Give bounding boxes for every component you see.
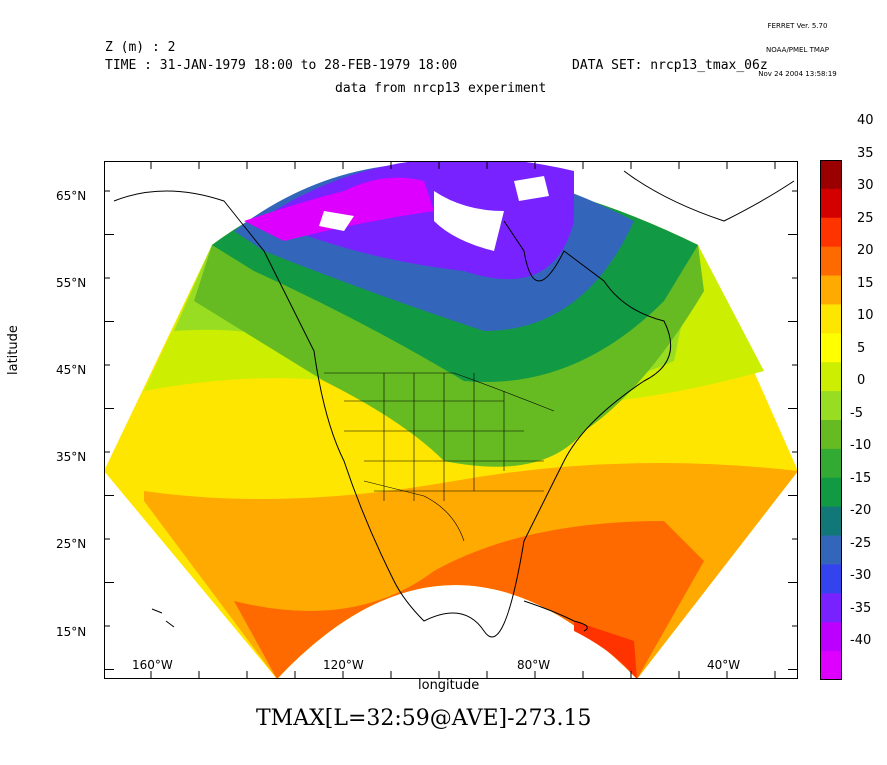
colorbar-segment [820,448,842,479]
border-us-mexico [363,480,465,542]
colorbar-segment [820,622,842,652]
colorbar-label: -10 [850,438,872,453]
colorbar-segment [820,593,842,623]
colorbar [820,122,842,680]
colorbar-segment [820,420,842,450]
lat-tick-55: 55°N [56,276,87,290]
coastline-hawaii [151,608,175,628]
colorbar-segment [820,506,842,537]
lat-tick-35: 35°N [56,450,87,464]
colorbar-segment [820,362,842,392]
colorbar-label: 5 [857,340,866,356]
colorbar-label: -5 [850,405,863,421]
lon-tick-80w: 80°W [517,658,551,672]
colorbar-segment [820,160,842,190]
lat-tick-45: 45°N [56,363,87,377]
field-gap-1 [434,191,504,251]
colorbar-segment [820,304,842,334]
colorbar-frame [820,160,842,680]
colorbar-label: 0 [857,373,866,388]
plot-expression: TMAX[L=32:59@AVE]-273.15 [256,706,592,731]
dataset-label: DATA SET: nrcp13_tmax_06z [572,58,768,73]
field-gap-3 [514,176,549,201]
colorbar-label: -30 [850,568,872,583]
coastline-north-america [113,190,672,638]
x-axis-label: longitude [418,678,480,693]
lat-tick-15: 15°N [56,625,87,639]
border-states [344,373,544,501]
colorbar-label: 25 [857,210,874,226]
field-hot-band [234,521,704,679]
colorbar-segment [820,391,842,421]
colorbar-segment [820,217,842,248]
lon-tick-120w: 120°W [323,658,364,672]
colorbar-label: -25 [850,535,872,551]
lon-tick-40w: 40°W [707,658,741,672]
map-frame [104,161,798,679]
colorbar-segment [820,333,842,363]
z-level-label: Z (m) : 2 [105,40,176,55]
colorbar-segment [820,275,842,305]
field-hottest-spot [574,621,637,679]
map-plot [104,123,798,679]
colorbar-label: 20 [857,243,874,258]
colorbar-label: -40 [850,633,872,648]
coastlines [113,170,795,638]
colorbar-label: -35 [850,600,872,616]
time-range-label: TIME : 31-JAN-1979 18:00 to 28-FEB-1979 … [105,58,458,73]
colorbar-segment [820,188,842,219]
coastline-caribbean [523,600,588,632]
colorbar-segment [820,246,842,277]
y-axis-label: latitude [6,325,21,375]
frame-ticks [104,161,798,679]
colorbar-label: 40 [857,113,874,128]
lat-tick-25: 25°N [56,537,87,551]
ferret-timestamp: Nov 24 2004 13:58:19 [758,70,837,78]
colorbar-segment [820,535,842,565]
colorbar-label: 10 [857,308,874,323]
field-minus40-band [244,177,434,241]
ferret-version: FERRET Ver. 5.70 [767,22,828,30]
lat-tick-65: 65°N [56,189,87,203]
political-borders [324,372,555,542]
colorbar-label: 15 [857,275,874,291]
ferret-org: NOAA/PMEL TMAP [766,46,829,54]
colorbar-label: -15 [850,470,872,486]
colorbar-label: 30 [857,178,874,193]
coastline-greenland [623,170,795,222]
lon-tick-160w: 160°W [132,658,173,672]
border-canada-us [324,372,555,412]
colorbar-label: 35 [857,145,874,161]
temperature-field [104,161,798,679]
colorbar-segment [820,477,842,508]
ferret-stamp: FERRET Ver. 5.70 NOAA/PMEL TMAP Nov 24 2… [740,6,855,86]
plot-subtitle: data from nrcp13 experiment [335,81,547,96]
colorbar-label: -20 [850,503,872,518]
field-gap-2 [319,211,354,231]
colorbar-segment [820,651,842,680]
colorbar-segment [820,564,842,594]
